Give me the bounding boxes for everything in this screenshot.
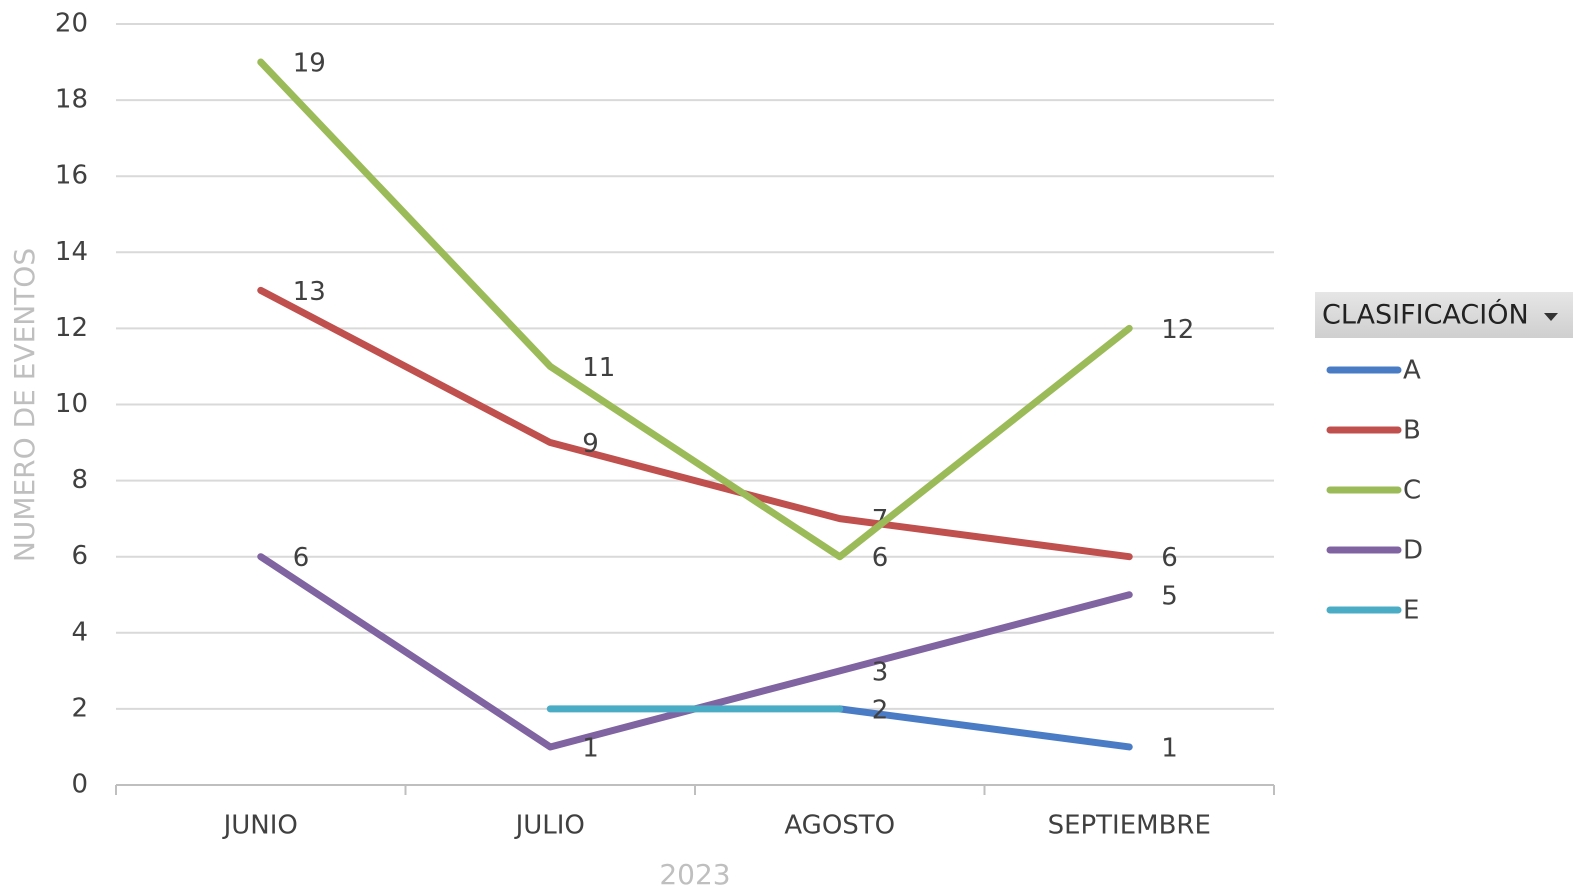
y-tick-label: 8	[71, 465, 88, 495]
y-tick-label: 4	[71, 617, 88, 647]
data-label: 11	[582, 353, 615, 383]
data-label: 5	[1161, 581, 1178, 611]
data-label: 6	[872, 543, 889, 573]
x-tick-label: AGOSTO	[784, 811, 895, 841]
y-tick-label: 20	[55, 9, 88, 39]
data-label: 1	[582, 733, 599, 763]
line	[836, 705, 1133, 751]
data-label: 19	[293, 49, 326, 79]
dropdown-arrow[interactable]	[1544, 313, 1558, 321]
legend-label: E	[1403, 596, 1419, 626]
y-tick-label: 10	[55, 389, 88, 419]
legend-label: D	[1403, 536, 1423, 566]
line	[257, 553, 1133, 751]
y-tick-label: 18	[55, 85, 88, 115]
legend-label: A	[1403, 356, 1421, 386]
legend-label: B	[1403, 416, 1421, 446]
x-tick-label: SEPTIEMBRE	[1048, 811, 1211, 841]
data-label: 9	[582, 429, 599, 459]
y-tick-label: 16	[55, 161, 88, 191]
legend-header[interactable]	[1315, 292, 1573, 338]
data-label: 3	[872, 657, 889, 687]
legend-label: C	[1403, 476, 1421, 506]
x-tick-label: JULIO	[514, 811, 585, 841]
x-axis-title: 2023	[659, 858, 730, 891]
data-label: 12	[1161, 315, 1194, 345]
y-tick-label: 6	[71, 541, 88, 571]
data-label: 13	[293, 277, 326, 307]
legend-title: CLASIFICACIÓN	[1322, 299, 1529, 331]
y-tick-label: 14	[55, 237, 88, 267]
y-tick-label: 12	[55, 313, 88, 343]
data-label: 2	[872, 695, 889, 725]
data-label: 6	[293, 543, 310, 573]
data-label: 6	[1161, 543, 1178, 573]
y-axis-title: NUMERO DE EVENTOS	[8, 248, 41, 562]
line	[257, 58, 1133, 561]
x-tick-label: JUNIO	[222, 811, 298, 841]
y-tick-label: 0	[71, 770, 88, 800]
y-tick-label: 2	[71, 693, 88, 723]
data-label: 1	[1161, 733, 1178, 763]
line	[257, 286, 1133, 561]
